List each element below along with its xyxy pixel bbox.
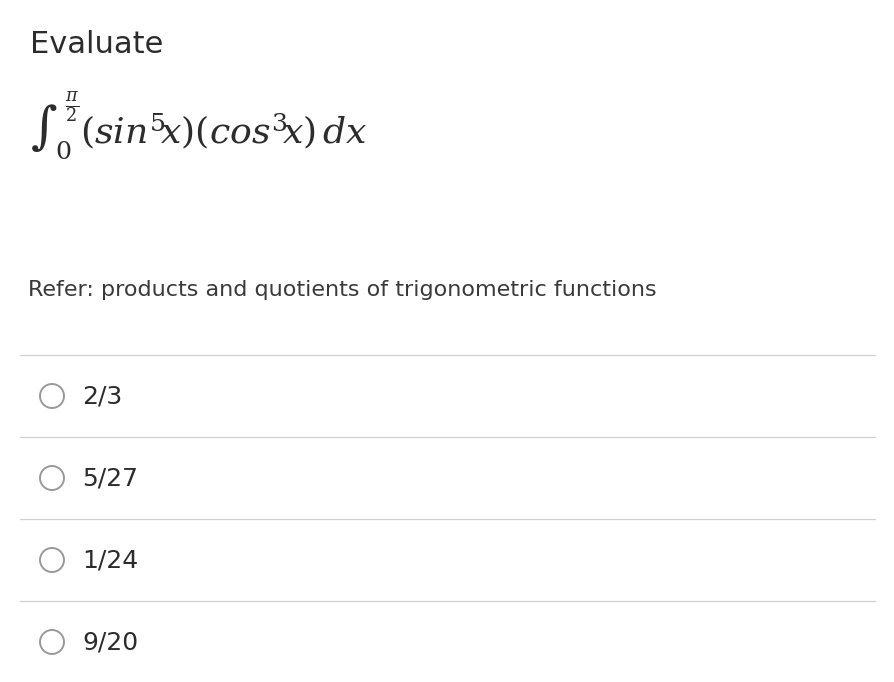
Text: 2/3: 2/3 [82,384,122,408]
Text: $\int_0^{\,\frac{\pi}{2}}(\mathit{sin}^5\!x)(\mathit{cos}^3\!x)\,dx$: $\int_0^{\,\frac{\pi}{2}}(\mathit{sin}^5… [30,90,367,164]
Text: 5/27: 5/27 [82,466,138,490]
Text: Evaluate: Evaluate [30,30,164,59]
Text: Refer: products and quotients of trigonometric functions: Refer: products and quotients of trigono… [28,280,656,300]
Text: 1/24: 1/24 [82,548,138,572]
Text: 9/20: 9/20 [82,630,138,654]
